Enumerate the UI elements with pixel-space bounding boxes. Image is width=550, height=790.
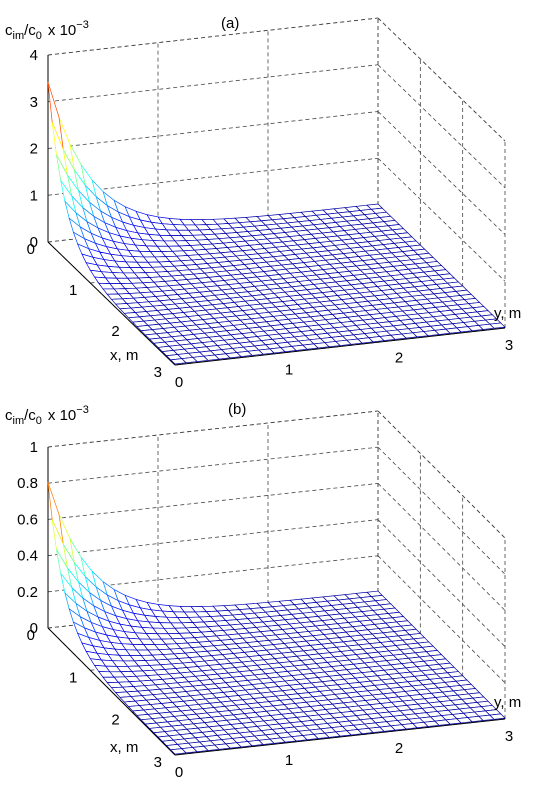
panel-a-xlabel: x, m [110,347,138,364]
box-edge-top [47,17,379,56]
x-tick-label: 1 [69,282,77,299]
gridline-z-left-wall [47,111,379,149]
z-tick-label: 1 [30,439,38,456]
z-tick-label: 0.4 [17,548,38,565]
x-tick-label: 3 [154,364,162,381]
surface-cell [170,748,187,755]
gridline-z-right-wall [377,64,506,189]
y-tick-label: 3 [505,728,513,745]
gridline-z-left-wall [47,446,379,484]
x-tick-label: 1 [69,669,77,686]
panel-b-ylabel: y, m [494,694,521,711]
panel-b-title: (b) [228,401,246,418]
x-tick-label: 2 [111,712,119,729]
box-edge-top [47,410,379,448]
panel-a-zlabel: cim/c0 x 10−3 [5,19,89,42]
panel-a-title: (a) [221,15,239,32]
gridline-z-left-wall [47,519,379,556]
z-tick-label: 3 [30,94,38,111]
z-tick-label: 0 [30,620,38,637]
y-tick-label: 2 [395,740,403,757]
box-edge-top [377,410,506,539]
surface-cell [169,358,187,365]
y-tick-label: 1 [285,362,293,379]
panel-b-surface [47,482,506,755]
y-tick-label: 1 [285,752,293,769]
z-tick-label: 0.8 [17,475,38,492]
y-tick-label: 0 [175,764,183,781]
gridline-z-left-wall [47,64,379,103]
panel-a-surface [47,81,506,365]
x-tick-label: 2 [111,323,119,340]
gridline-z-right-wall [377,555,506,684]
z-tick-label: 0.6 [17,511,38,528]
gridline-z-right-wall [377,410,506,539]
y-tick-label: 2 [395,349,403,366]
x-tick-label: 0 [27,241,35,258]
x-axis-line [47,627,176,756]
gridline-z-right-wall [377,446,506,575]
gridline-z-left-wall [47,555,379,593]
y-tick-label: 3 [505,337,513,354]
y-axis-line [174,718,506,756]
z-tick-label: 1 [30,187,38,204]
x-axis-line [47,241,176,366]
z-tick-label: 0 [30,234,38,251]
y-axis-line [174,327,506,366]
gridline-z-right-wall [377,157,506,282]
gridline-z-left-wall [47,157,379,196]
panel-b-xlabel: x, m [110,739,138,756]
panel-a-ylabel: y, m [494,305,521,322]
y-tick-label: 0 [175,374,183,391]
x-tick-label: 0 [27,627,35,644]
z-tick-label: 0.2 [17,584,38,601]
z-tick-label: 4 [30,47,38,64]
x-tick-label: 3 [154,754,162,771]
box-edge-top [377,17,506,142]
panel-b-zlabel: cim/c0 x 10−3 [5,404,89,427]
gridline-z-left-wall [47,483,379,520]
gridline-z-right-wall [377,483,506,611]
z-tick-label: 2 [30,141,38,158]
gridline-z-right-wall [377,111,506,235]
gridline-z-right-wall [377,519,506,647]
